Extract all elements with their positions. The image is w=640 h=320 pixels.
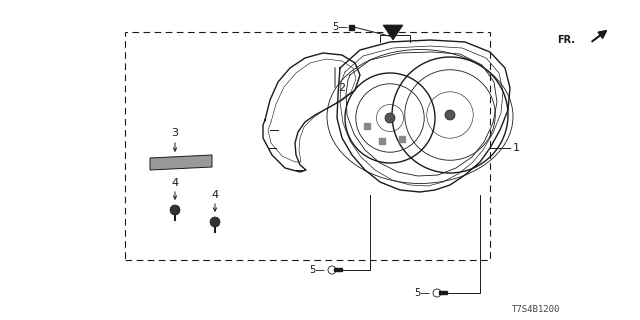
Text: 5—: 5— bbox=[414, 288, 430, 298]
Text: 5—: 5— bbox=[309, 265, 325, 275]
Text: 4: 4 bbox=[172, 178, 179, 188]
Polygon shape bbox=[383, 25, 403, 40]
Text: 1: 1 bbox=[513, 143, 520, 153]
Circle shape bbox=[385, 113, 395, 123]
Text: FR.: FR. bbox=[557, 35, 575, 45]
Text: 5—: 5— bbox=[332, 22, 348, 32]
Circle shape bbox=[210, 217, 220, 227]
Text: T7S4B1200: T7S4B1200 bbox=[511, 305, 560, 314]
Polygon shape bbox=[150, 155, 212, 170]
Circle shape bbox=[445, 110, 455, 120]
Bar bbox=[349, 25, 354, 30]
Bar bbox=[364, 124, 370, 130]
Text: 2: 2 bbox=[338, 83, 345, 93]
Circle shape bbox=[170, 205, 180, 215]
Text: 3: 3 bbox=[172, 128, 179, 138]
Bar bbox=[334, 268, 342, 271]
Bar bbox=[125, 32, 490, 260]
Text: 4: 4 bbox=[211, 190, 219, 200]
Bar bbox=[399, 136, 405, 142]
Bar bbox=[378, 138, 385, 144]
Bar bbox=[439, 291, 447, 294]
